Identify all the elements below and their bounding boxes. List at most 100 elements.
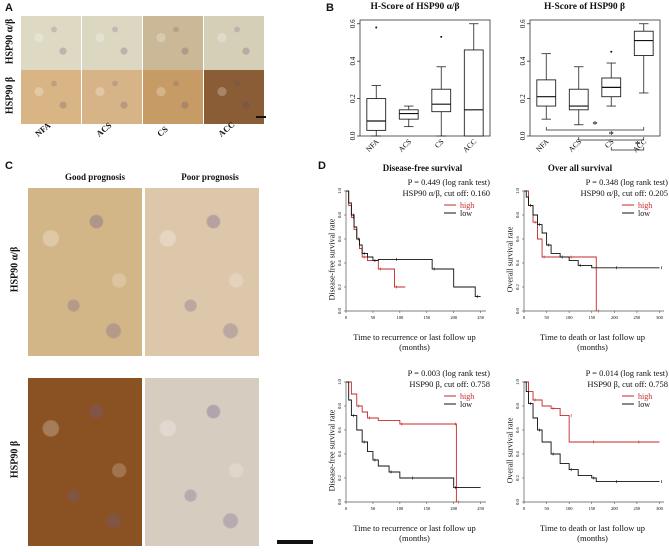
y-tick-label: 0.4 <box>337 259 342 265</box>
box-outlier <box>440 35 443 38</box>
panel-letter-d: D <box>318 160 326 172</box>
x-tick-label: NFA <box>364 137 381 154</box>
km-x-label-line2: (months) <box>577 532 608 543</box>
legend-label-low: low <box>638 209 650 218</box>
y-tick-label: 0.6 <box>519 19 527 28</box>
box-outlier <box>610 50 613 53</box>
significance-star: * <box>635 139 641 151</box>
y-tick-label: 0.4 <box>349 56 357 65</box>
y-tick-label: 0.6 <box>337 235 342 241</box>
y-tick-label: 0.0 <box>519 131 527 140</box>
km-series-high <box>524 190 597 311</box>
y-tick-label: 1.0 <box>515 378 520 384</box>
box-right-title: H-Score of HSP90 β <box>543 2 626 12</box>
km-x-label-line2: (months) <box>399 341 430 352</box>
panel-a-row-label-2: HSP90 β <box>4 76 16 115</box>
x-tick-label: 250 <box>477 506 485 511</box>
box-nfa <box>536 79 557 107</box>
panel-c-row-label-1-wrap: HSP90 α/β <box>0 188 28 356</box>
box-frame <box>529 19 661 137</box>
y-tick-label: 1.0 <box>515 187 520 193</box>
x-tick-label: 200 <box>450 506 458 511</box>
x-tick-label: 250 <box>634 315 642 320</box>
x-tick-label: 300 <box>656 315 664 320</box>
y-tick-label: 0.0 <box>337 307 342 313</box>
legend-label-high: high <box>638 392 652 401</box>
panel-c-scale-bar <box>277 540 313 544</box>
panel-a-tissue-r1-nfa <box>21 16 81 70</box>
panel-c-row-label-2: HSP90 β <box>9 440 21 479</box>
panel-a-tissue-r2-nfa <box>21 70 81 124</box>
panel-c-tissue-r2-c2 <box>145 378 259 546</box>
km-series-low <box>346 381 481 489</box>
panel-c-tissue-r2-c1 <box>28 378 142 546</box>
box-frame <box>359 19 491 137</box>
y-tick-label: 0.6 <box>515 426 520 432</box>
significance-star: * <box>609 129 615 141</box>
km-x-label: Time to recurrence or last follow up (mon… <box>332 332 497 353</box>
panel-a-tissue-r2-cs <box>143 70 203 124</box>
box-plots: 0.0 0.2 0.4 0.6 NFA ACS CS ACC 0.0 0.2 0.4 0.6 NFA AC… <box>349 19 661 154</box>
y-tick-label: 1.0 <box>337 378 342 384</box>
panel-a-scale-bar <box>256 116 266 118</box>
km-x-label-line1: Time to death or last follow up <box>540 523 645 533</box>
y-tick-label: 0.8 <box>515 402 520 408</box>
box-acs <box>398 109 419 120</box>
km-x-label-line2: (months) <box>399 532 430 543</box>
box-chart-1: 0.0 0.2 0.4 0.6 NFA ACS CS ACC <box>349 19 491 154</box>
x-tick-label: NFA <box>534 137 551 154</box>
panel-a-tissue-r1-acc <box>204 16 264 70</box>
panel-a-tissue-r2-acc <box>204 70 264 124</box>
km-plot-1: P = 0.449 (log rank test) HSP90 α/β, cut … <box>322 175 492 361</box>
x-tick-label: 50 <box>371 315 376 320</box>
y-tick-label: 0.0 <box>515 498 520 504</box>
x-tick-label: 100 <box>566 506 574 511</box>
km-stat-cutoff: HSP90 β, cut off: 0.758 <box>409 379 490 389</box>
km-series-low <box>524 381 660 483</box>
km-plot-area: 0 50 100 150 200 250 300 0.0 0.2 0.4 0.6 0.8 1.0 high… <box>515 378 664 511</box>
legend-label-low: low <box>638 400 650 409</box>
y-tick-label: 0.2 <box>337 284 342 290</box>
y-tick-label: 0.0 <box>337 498 342 504</box>
panel-c-row-label-1: HSP90 α/β <box>9 246 21 293</box>
legend-label-high: high <box>460 392 474 401</box>
km-series-low <box>346 190 481 298</box>
km-stat-p: P = 0.003 (log rank test) <box>407 368 490 378</box>
y-tick-label: 0.0 <box>349 131 357 140</box>
km-x-label-line2: (months) <box>577 341 608 352</box>
x-tick-label: 200 <box>611 315 619 320</box>
significance-bracket <box>578 137 645 141</box>
x-tick-label: 50 <box>371 506 376 511</box>
panel-a-row-label-1: HSP90 α/β <box>4 18 16 65</box>
y-tick-label: 0.6 <box>349 19 357 28</box>
panel-letter-b: B <box>326 2 334 14</box>
y-tick-label: 0.4 <box>515 259 520 265</box>
x-tick-label: 100 <box>396 315 404 320</box>
km-plot-4: P = 0.014 (log rank test) HSP90 β, cut of… <box>500 366 669 552</box>
km-x-label: Time to death or last follow up (months) <box>510 523 669 544</box>
km-series-high <box>524 381 660 443</box>
x-tick-label: 0 <box>345 315 348 320</box>
panel-a-tissue-r1-cs <box>143 16 203 70</box>
y-tick-label: 0.2 <box>337 475 342 481</box>
significance-bracket <box>545 127 645 131</box>
y-tick-label: 0.2 <box>519 94 527 103</box>
x-tick-label: 100 <box>396 506 404 511</box>
km-series-high <box>346 381 457 502</box>
km-stat-cutoff: HSP90 β, cut off: 0.758 <box>587 379 668 389</box>
x-tick-label: 0 <box>523 315 526 320</box>
km-plot-area: 0 50 100 150 200 250 300 0.0 0.2 0.4 0.6 0.8 1.0 high… <box>515 187 664 320</box>
poor-prognosis-label: Poor prognosis <box>181 172 239 182</box>
panel-a-tissue-r1-acs <box>82 16 142 70</box>
x-tick-label: 50 <box>544 506 549 511</box>
box-acc <box>463 49 484 137</box>
x-tick-label: ACS <box>396 137 413 154</box>
x-tick-label: 150 <box>423 315 431 320</box>
x-tick-label: ACS <box>566 137 583 154</box>
box-acc <box>633 30 654 56</box>
x-tick-label: 200 <box>611 506 619 511</box>
